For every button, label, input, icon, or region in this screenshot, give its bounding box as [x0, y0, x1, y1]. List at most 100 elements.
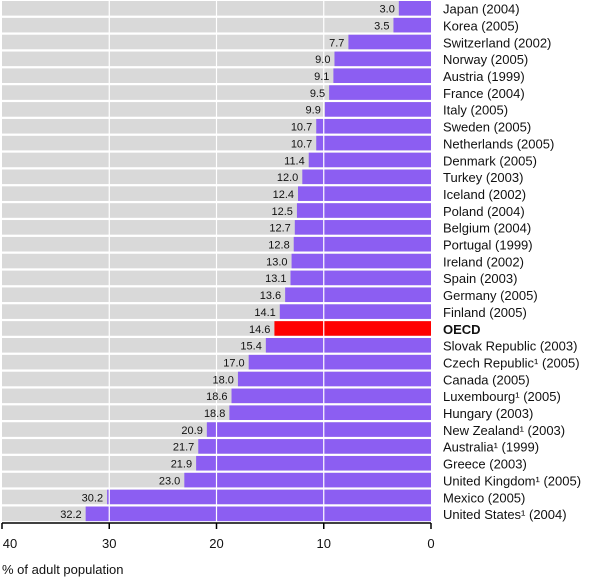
category-label: Germany (2005)	[443, 288, 538, 303]
category-label: Czech Republic¹ (2005)	[443, 355, 580, 370]
category-label: France (2004)	[443, 86, 525, 101]
category-label: Sweden (2005)	[443, 120, 531, 135]
category-label: Spain (2003)	[443, 271, 517, 286]
value-label: 21.7	[173, 442, 194, 454]
category-label: Austria (1999)	[443, 69, 525, 84]
value-label: 21.9	[171, 459, 192, 471]
bar	[231, 388, 431, 404]
bar	[237, 371, 431, 387]
value-label: 13.6	[260, 290, 281, 302]
bar	[229, 405, 431, 420]
bar	[316, 135, 431, 151]
bar	[184, 472, 431, 488]
value-label: 12.8	[268, 240, 289, 252]
category-label: Canada (2005)	[443, 372, 530, 387]
bar	[316, 118, 431, 134]
value-label: 23.0	[159, 475, 180, 487]
value-label: 9.9	[306, 105, 321, 117]
bar	[198, 439, 431, 454]
category-labels: Japan (2004)Korea (2005) Switzerland (200…	[443, 2, 581, 522]
value-label: 10.7	[291, 122, 312, 134]
category-label: Denmark (2005)	[443, 153, 537, 168]
value-label: 32.2	[60, 509, 81, 521]
category-label: United Kingdom¹ (2005)	[443, 473, 581, 488]
value-label: 14.1	[254, 307, 275, 319]
bar	[308, 152, 431, 168]
bar	[324, 102, 431, 117]
category-label: Mexico (2005)	[443, 490, 525, 505]
category-label: Finland (2005)	[443, 305, 527, 320]
value-label: 14.6	[249, 324, 270, 336]
x-axis-label: % of adult population	[2, 562, 123, 577]
gridlines	[108, 1, 325, 523]
value-label: 9.0	[315, 54, 330, 66]
category-label: Turkey (2003)	[443, 170, 523, 185]
category-label: Ireland (2002)	[443, 254, 524, 269]
x-tick-label: 40	[3, 536, 17, 551]
bar	[393, 17, 431, 33]
category-label: Korea (2005)	[443, 18, 519, 33]
bar	[298, 186, 431, 201]
value-label: 11.4	[284, 155, 305, 167]
category-label: OECD	[443, 322, 481, 337]
bar	[85, 506, 431, 522]
bar	[294, 220, 431, 235]
bar	[265, 338, 431, 353]
x-tick-label: 0	[427, 536, 434, 551]
category-label: Luxembourg¹ (2005)	[443, 389, 561, 404]
value-label: 3.0	[380, 4, 395, 16]
value-label: 13.0	[266, 256, 287, 268]
bar	[206, 422, 431, 437]
value-label: 12.5	[272, 206, 293, 218]
bar	[293, 236, 431, 252]
value-label: 18.6	[206, 391, 227, 403]
bar	[333, 68, 431, 83]
value-label: 17.0	[223, 357, 244, 369]
bar	[279, 304, 431, 319]
x-tick-label: 30	[102, 536, 116, 551]
bar	[196, 455, 431, 471]
value-label: 10.7	[291, 138, 312, 150]
value-label: 7.7	[329, 37, 344, 49]
value-label: 15.4	[240, 341, 261, 353]
category-label: Greece (2003)	[443, 457, 527, 472]
bars	[85, 1, 431, 522]
category-label: Norway (2005)	[443, 52, 528, 67]
category-label: New Zealand¹ (2003)	[443, 423, 565, 438]
value-label: 18.8	[204, 408, 225, 420]
category-label: Portugal (1999)	[443, 238, 533, 253]
value-label: 12.0	[277, 172, 298, 184]
value-label: 3.5	[374, 20, 389, 32]
bar	[302, 169, 431, 185]
value-label: 9.5	[310, 88, 325, 100]
bar	[248, 354, 431, 370]
bar	[296, 203, 431, 218]
bar	[348, 34, 431, 50]
value-label: 12.7	[269, 223, 290, 235]
bar-highlight	[274, 321, 431, 336]
category-label: Poland (2004)	[443, 204, 525, 219]
category-label: Belgium (2004)	[443, 221, 531, 236]
value-label: 20.9	[181, 425, 202, 437]
value-label: 12.4	[273, 189, 294, 201]
x-tick-label: 10	[317, 536, 331, 551]
value-labels: 3.0 3.5 7.7 9.0 9.1 9.5 9.9 10.7 10.7 11.4 12.0 12.…	[60, 4, 395, 521]
value-label: 30.2	[82, 492, 103, 504]
bar	[291, 253, 431, 269]
category-label: Netherlands (2005)	[443, 136, 554, 151]
x-axis-ticks: 40 30 20 10 0	[1, 523, 435, 551]
x-tick-label: 20	[209, 536, 223, 551]
bar	[107, 489, 431, 505]
category-label: Switzerland (2002)	[443, 35, 551, 50]
category-label: Hungary (2003)	[443, 406, 533, 421]
value-label: 18.0	[213, 374, 234, 386]
value-label: 9.1	[314, 71, 329, 83]
value-label: 13.1	[265, 273, 286, 285]
bar	[398, 1, 431, 16]
category-label: Australia¹ (1999)	[443, 440, 539, 455]
category-label: Slovak Republic (2003)	[443, 339, 577, 354]
bar	[285, 287, 431, 303]
bar	[290, 270, 431, 286]
category-label: Japan (2004)	[443, 2, 520, 17]
